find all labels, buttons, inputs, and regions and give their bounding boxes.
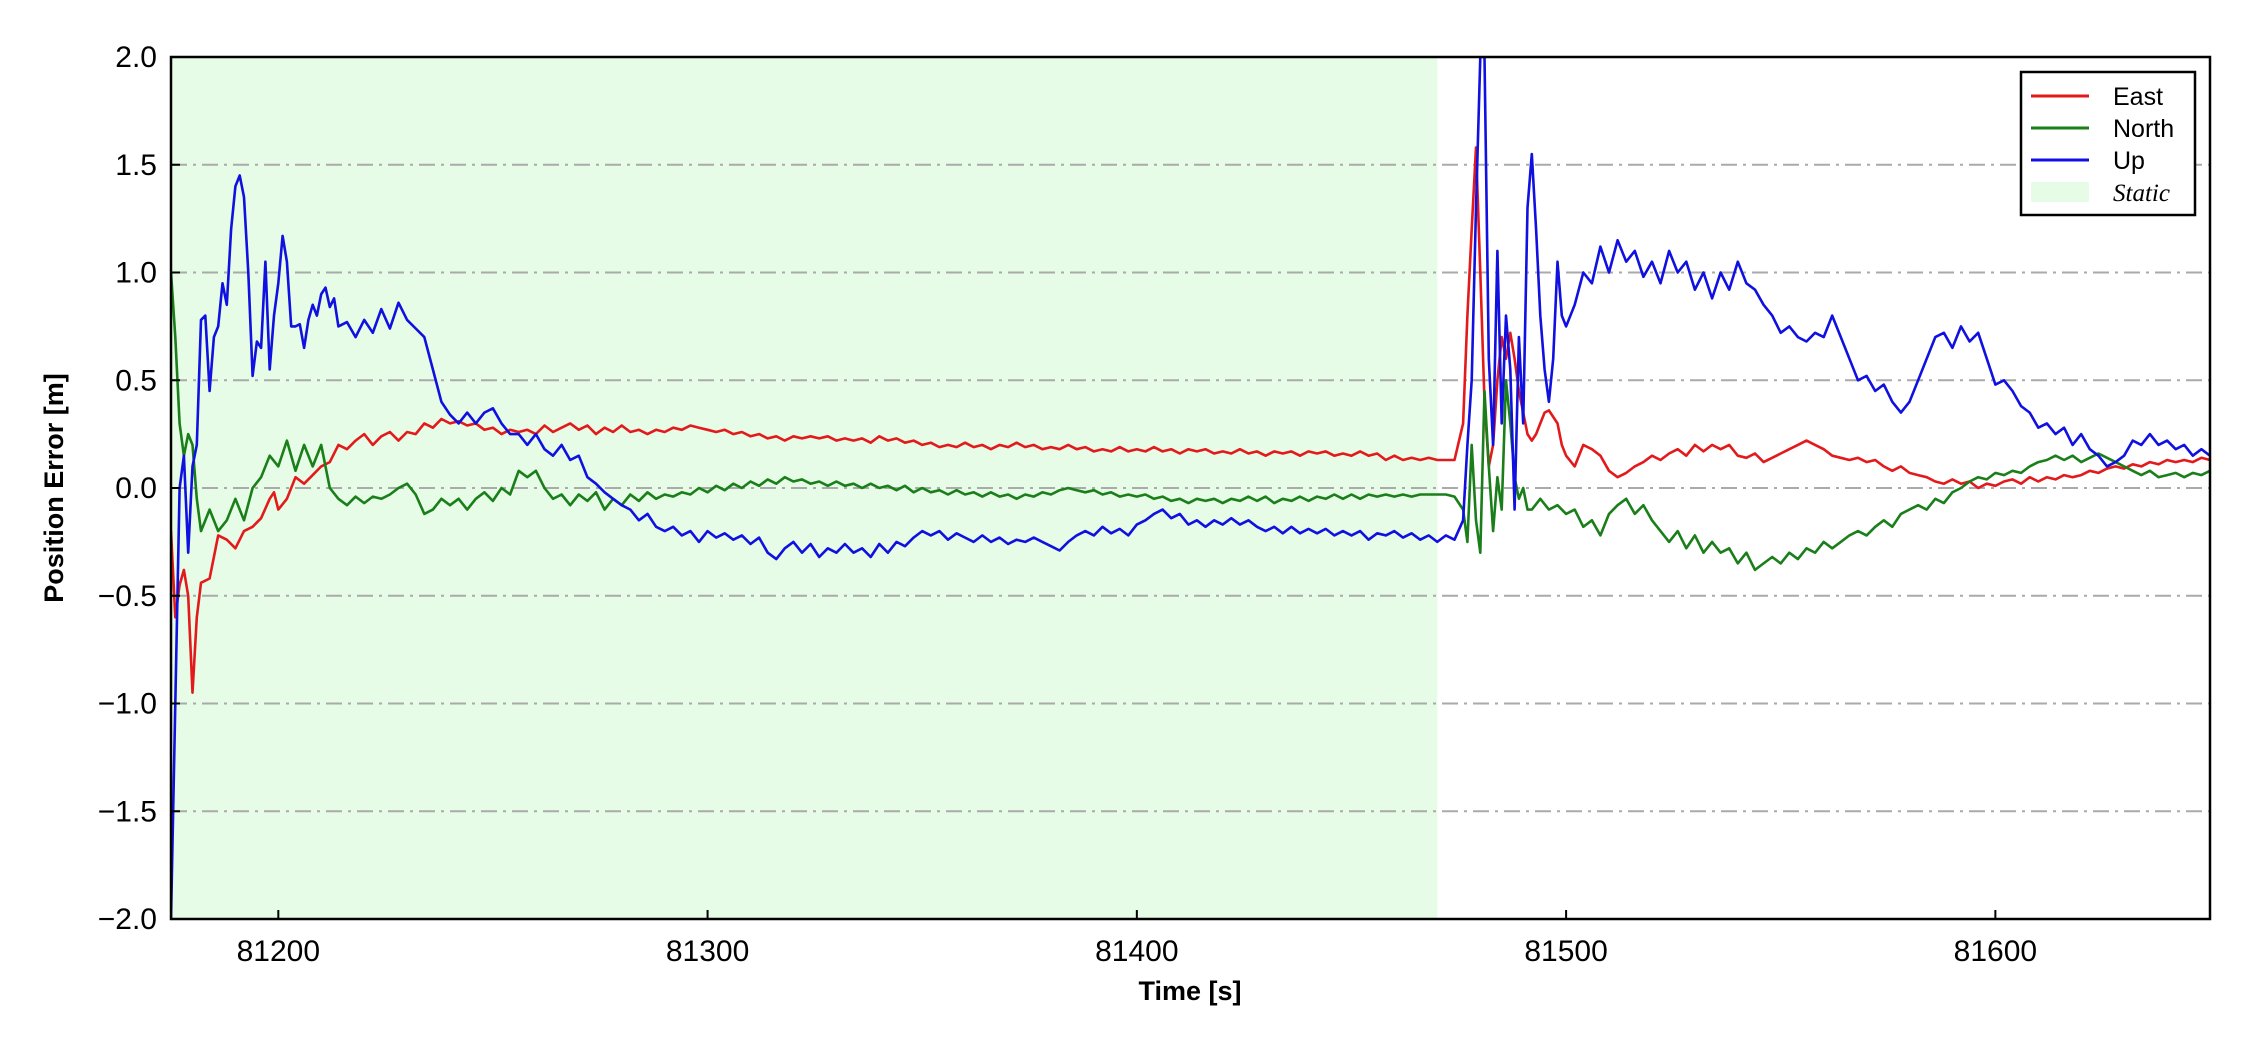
y-axis: −2.0 −1.5 −1.0 −0.5 0.0 0.5 1.0 1.5 2.0 bbox=[98, 41, 180, 936]
y-tick-label-4: 0.0 bbox=[115, 472, 157, 505]
y-tick-label-2: −1.0 bbox=[98, 688, 157, 721]
x-axis-label: Time [s] bbox=[1138, 976, 1241, 1006]
y-tick-label-5: 0.5 bbox=[115, 364, 157, 397]
x-tick-label-4: 81600 bbox=[1954, 935, 2037, 968]
x-tick-label-1: 81300 bbox=[666, 935, 749, 968]
y-tick-label-1: −1.5 bbox=[98, 795, 157, 828]
x-tick-label-3: 81500 bbox=[1524, 935, 1607, 968]
legend-label-north: North bbox=[2113, 115, 2174, 143]
y-tick-label-8: 2.0 bbox=[115, 41, 157, 74]
legend-label-static: Static bbox=[2113, 180, 2170, 207]
y-tick-label-0: −2.0 bbox=[98, 903, 157, 936]
y-tick-label-6: 1.0 bbox=[115, 257, 157, 290]
series-line-up bbox=[171, 57, 2210, 919]
y-axis-label: Position Error [m] bbox=[39, 373, 69, 603]
series-layer bbox=[171, 57, 2210, 919]
legend-label-east: East bbox=[2113, 83, 2163, 111]
y-tick-label-7: 1.5 bbox=[115, 149, 157, 182]
x-tick-label-2: 81400 bbox=[1095, 935, 1178, 968]
legend-label-up: Up bbox=[2113, 147, 2145, 175]
series-line-north bbox=[171, 272, 2210, 572]
y-tick-label-3: −0.5 bbox=[98, 580, 157, 613]
series-line-east bbox=[171, 146, 2210, 694]
legend-swatch-static bbox=[2031, 182, 2089, 202]
legend: East North Up Static bbox=[2019, 70, 2197, 217]
x-tick-label-0: 81200 bbox=[237, 935, 320, 968]
x-axis: 81200 81300 81400 81500 81600 bbox=[237, 910, 2037, 968]
